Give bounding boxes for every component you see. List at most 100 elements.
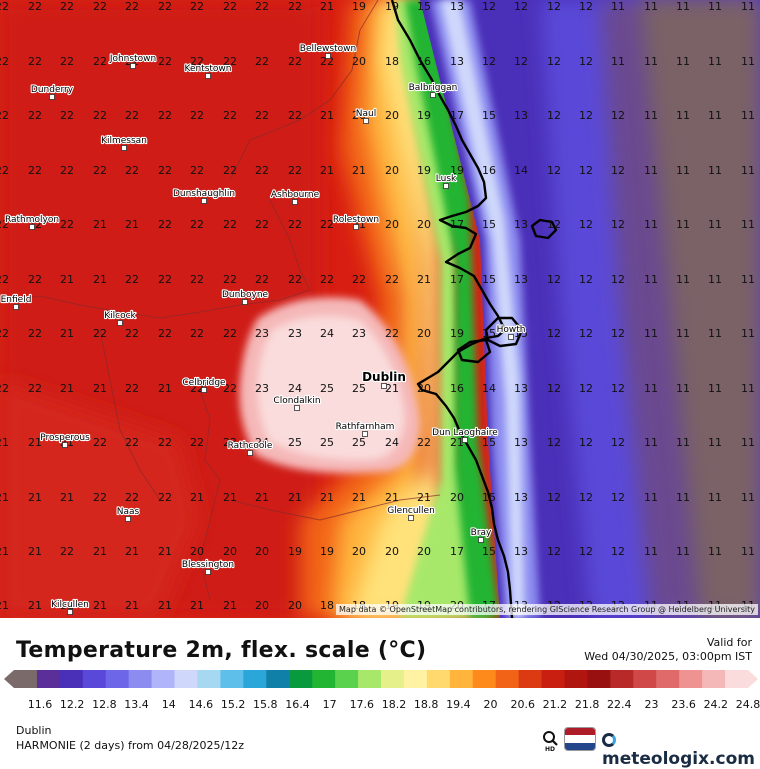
temperature-value: 21 <box>417 273 431 286</box>
scale-swatch <box>105 670 130 688</box>
temperature-field <box>0 0 760 618</box>
temperature-value: 22 <box>93 327 107 340</box>
city-label: Balbriggan <box>409 83 458 93</box>
city-marker <box>325 53 331 59</box>
temperature-value: 22 <box>223 273 237 286</box>
scale-tick-label: 15.8 <box>253 698 278 711</box>
city-label: Naas <box>117 507 140 517</box>
temperature-value: 21 <box>320 0 334 13</box>
temperature-value: 22 <box>158 164 172 177</box>
temperature-value: 22 <box>0 218 9 231</box>
scale-swatch <box>197 670 222 688</box>
color-scale: 11.6 12.2 12.8 13.4 14 14.6 15.2 15.8 16.4 17 17.6… <box>4 670 760 711</box>
temperature-value: 11 <box>676 109 690 122</box>
temperature-value: 12 <box>482 55 496 68</box>
temperature-map[interactable]: 22 22 22 22 22 22 22 22 22 22 21 19 19 15 13 12 12 12 12 11… <box>0 0 760 618</box>
temperature-value: 11 <box>741 382 755 395</box>
temperature-value: 22 <box>158 273 172 286</box>
temperature-value: 20 <box>450 491 464 504</box>
temperature-value: 11 <box>644 164 658 177</box>
temperature-value: 12 <box>611 273 625 286</box>
temperature-value: 15 <box>514 327 528 340</box>
temperature-value: 21 <box>125 545 139 558</box>
temperature-value: 20 <box>385 545 399 558</box>
city-marker <box>381 383 387 389</box>
temperature-value: 11 <box>708 436 722 449</box>
temperature-value: 11 <box>644 327 658 340</box>
scale-swatch <box>541 670 566 688</box>
temperature-value: 21 <box>0 491 9 504</box>
temperature-value: 22 <box>223 436 237 449</box>
scale-swatch <box>403 670 428 688</box>
scale-tick-label: 15.2 <box>221 698 246 711</box>
temperature-value: 15 <box>482 327 496 340</box>
temperature-value: 12 <box>579 273 593 286</box>
scale-arrow-right <box>748 670 758 688</box>
temperature-value: 15 <box>482 436 496 449</box>
temperature-value: 11 <box>741 436 755 449</box>
temperature-grid: 22 22 22 22 22 22 22 22 22 22 21 19 19 15 13 12 12 12 12 11… <box>0 0 755 612</box>
brand-logo[interactable]: meteologix.com <box>602 729 760 769</box>
temperature-value: 13 <box>514 382 528 395</box>
temperature-value: 20 <box>352 545 366 558</box>
city-marker <box>130 63 136 69</box>
temperature-value: 21 <box>190 491 204 504</box>
temperature-value: 21 <box>93 545 107 558</box>
temperature-value: 12 <box>611 164 625 177</box>
temperature-value: 24 <box>320 327 334 340</box>
temperature-value: 20 <box>417 327 431 340</box>
scale-swatch <box>679 670 703 688</box>
temperature-value: 11 <box>676 273 690 286</box>
temperature-value: 22 <box>93 436 107 449</box>
temperature-value: 22 <box>255 218 269 231</box>
temperature-value: 22 <box>223 164 237 177</box>
temperature-value: 21 <box>223 599 237 612</box>
temperature-value: 21 <box>158 545 172 558</box>
temperature-value: 21 <box>93 599 107 612</box>
legend-panel <box>0 618 760 760</box>
temperature-value: 18 <box>385 55 399 68</box>
scale-arrow-left <box>4 670 14 688</box>
temperature-value: 11 <box>708 0 722 13</box>
temperature-value: 22 <box>60 55 74 68</box>
city-marker <box>205 73 211 79</box>
temperature-value: 20 <box>417 545 431 558</box>
brand-name: meteologix.com <box>602 749 755 769</box>
scale-tick-label: 17 <box>323 698 337 711</box>
temperature-value: 22 <box>0 0 9 13</box>
temperature-value: 21 <box>223 491 237 504</box>
temperature-value: 12 <box>579 491 593 504</box>
scale-swatch <box>702 670 726 688</box>
temperature-value: 15 <box>482 491 496 504</box>
map-attribution[interactable]: Map data © OpenStreetMap contributors, r… <box>336 604 758 615</box>
temperature-value: 11 <box>644 0 658 13</box>
city-marker <box>201 198 207 204</box>
city-label: Kilcullen <box>51 600 89 610</box>
temperature-value: 11 <box>611 0 625 13</box>
temperature-value: 11 <box>708 55 722 68</box>
temperature-value: 22 <box>158 55 172 68</box>
temperature-value: 22 <box>190 382 204 395</box>
city-label: Clondalkin <box>273 396 320 406</box>
temperature-value: 22 <box>0 55 9 68</box>
temperature-value: 22 <box>288 273 302 286</box>
temperature-value: 20 <box>255 545 269 558</box>
temperature-value: 21 <box>190 599 204 612</box>
temperature-value: 22 <box>255 0 269 13</box>
search-hd-icon[interactable]: HD <box>541 730 559 752</box>
temperature-value: 21 <box>60 273 74 286</box>
temperature-value: 22 <box>255 164 269 177</box>
temperature-value: 15 <box>482 545 496 558</box>
svg-text:HD: HD <box>545 746 555 752</box>
temperature-value: 22 <box>0 164 9 177</box>
scale-swatch <box>220 670 244 688</box>
temperature-value: 22 <box>0 109 9 122</box>
temperature-value: 19 <box>450 164 464 177</box>
valid-label: Valid for <box>706 636 752 649</box>
temperature-value: 21 <box>0 436 9 449</box>
temperature-value: 21 <box>28 436 42 449</box>
temperature-value: 23 <box>352 327 366 340</box>
temperature-value: 21 <box>158 599 172 612</box>
temperature-value: 19 <box>417 109 431 122</box>
temperature-value: 20 <box>190 545 204 558</box>
